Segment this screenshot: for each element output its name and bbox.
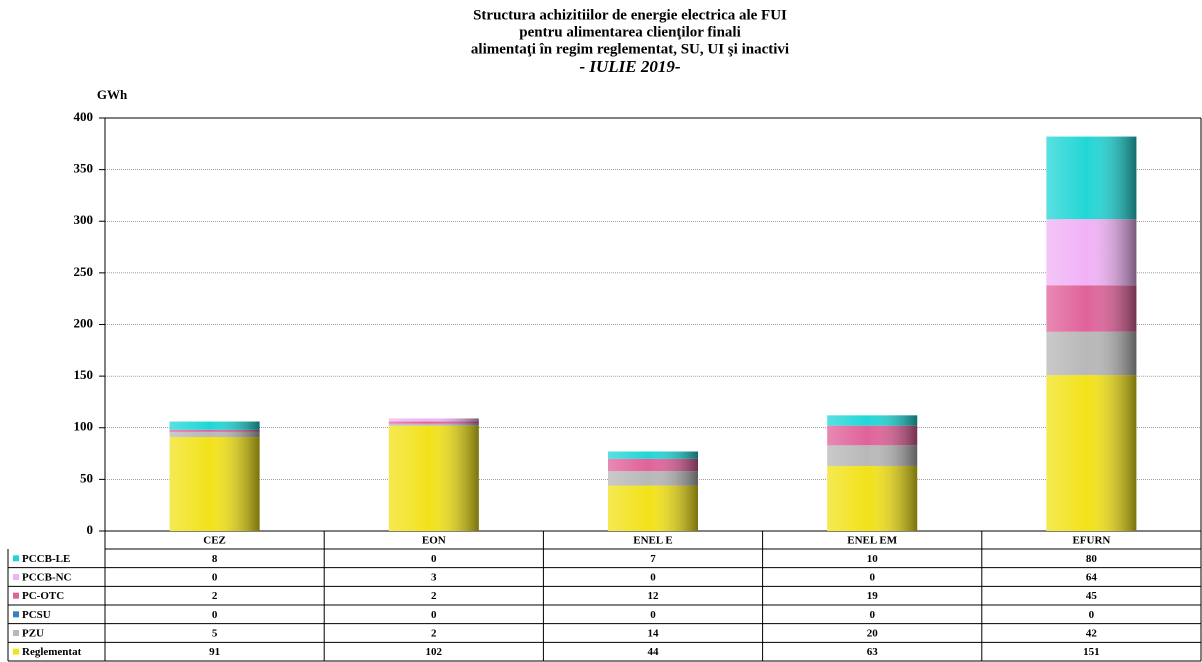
y-tick-label: 250 — [74, 264, 94, 279]
y-tick-label: 0 — [87, 522, 94, 537]
bar-shade — [169, 431, 260, 438]
bar-shade — [608, 451, 698, 459]
bar-shade — [1046, 331, 1137, 376]
legend-swatch — [13, 630, 19, 636]
y-tick-label: 350 — [74, 161, 94, 176]
table-value: 0 — [869, 572, 875, 584]
table-value: 14 — [648, 628, 660, 640]
table-value: 0 — [1089, 609, 1095, 621]
bar-shade — [827, 415, 918, 426]
chart-subtitle: - IULIE 2019- — [579, 57, 680, 76]
table-value: 0 — [431, 609, 437, 621]
table-value: 0 — [650, 572, 656, 584]
bar-shade — [1046, 375, 1137, 531]
chart-title: alimentaţi în regim reglementat, SU, UI … — [471, 41, 789, 57]
legend-swatch — [13, 555, 19, 562]
bar-shade — [169, 429, 260, 432]
bar-shade — [827, 465, 918, 531]
bar-shade — [608, 458, 698, 472]
legend-label: Reglementat — [22, 646, 82, 658]
y-tick-label: 100 — [74, 419, 94, 434]
legend-label: PCCB-NC — [22, 572, 72, 584]
table-value: 0 — [212, 609, 218, 621]
table-value: 5 — [212, 628, 218, 640]
legend-swatch — [13, 592, 19, 599]
bar-shade — [388, 421, 479, 424]
bar-shade — [1046, 136, 1137, 220]
bar-shade — [827, 425, 918, 446]
table-value: 12 — [648, 590, 660, 602]
table-value: 3 — [431, 572, 437, 584]
table-value: 7 — [650, 553, 656, 565]
table-value: 0 — [869, 609, 875, 621]
bar-shade — [1046, 285, 1137, 332]
legend-swatch — [13, 648, 19, 655]
x-tick-label: ENEL EM — [847, 535, 897, 547]
table-value: 8 — [212, 553, 218, 565]
y-tick-label: 150 — [74, 367, 94, 382]
legend-swatch — [13, 574, 19, 580]
bar-shade — [827, 445, 918, 466]
table-value: 2 — [431, 628, 437, 640]
table-value: 44 — [648, 646, 660, 658]
y-tick-label: 50 — [80, 470, 93, 485]
legend-label: PCCB-LE — [22, 553, 70, 565]
table-value: 20 — [867, 628, 879, 640]
table-value: 80 — [1086, 553, 1098, 565]
bar-shade — [608, 485, 698, 531]
table-value: 19 — [867, 590, 879, 602]
bar-shade — [388, 418, 479, 422]
table-value: 0 — [212, 572, 218, 584]
legend-swatch — [13, 611, 19, 618]
x-tick-label: EFURN — [1072, 535, 1110, 547]
bar-shade — [169, 437, 260, 531]
table-value: 2 — [431, 590, 437, 602]
table-value: 0 — [650, 609, 656, 621]
bar-shade — [388, 425, 479, 531]
table-value: 2 — [212, 590, 218, 602]
bar-shade — [1046, 219, 1137, 286]
chart-title: Structura achizitiilor de energie electr… — [473, 7, 787, 23]
legend-label: PC-OTC — [22, 590, 64, 602]
bar-shade — [169, 421, 260, 430]
table-value: 63 — [867, 646, 879, 658]
y-tick-label: 200 — [74, 315, 94, 330]
bar-shade — [388, 423, 479, 426]
table-value: 45 — [1086, 590, 1098, 602]
y-tick-label: 300 — [74, 212, 94, 227]
x-tick-label: CEZ — [203, 535, 226, 547]
x-tick-label: EON — [422, 535, 446, 547]
table-value: 10 — [867, 553, 879, 565]
table-value: 91 — [209, 646, 220, 658]
legend-label: PZU — [22, 628, 44, 640]
table-value: 0 — [431, 553, 437, 565]
x-tick-label: ENEL E — [633, 535, 672, 547]
table-value: 102 — [426, 646, 443, 658]
table-value: 151 — [1083, 646, 1100, 658]
table-value: 64 — [1086, 572, 1098, 584]
chart-title: pentru alimentarea clienţilor finali — [519, 24, 741, 40]
legend-label: PCSU — [22, 609, 51, 621]
y-axis-label: GWh — [97, 87, 128, 102]
bar-shade — [608, 471, 698, 486]
y-tick-label: 400 — [74, 109, 94, 124]
table-value: 42 — [1086, 628, 1098, 640]
